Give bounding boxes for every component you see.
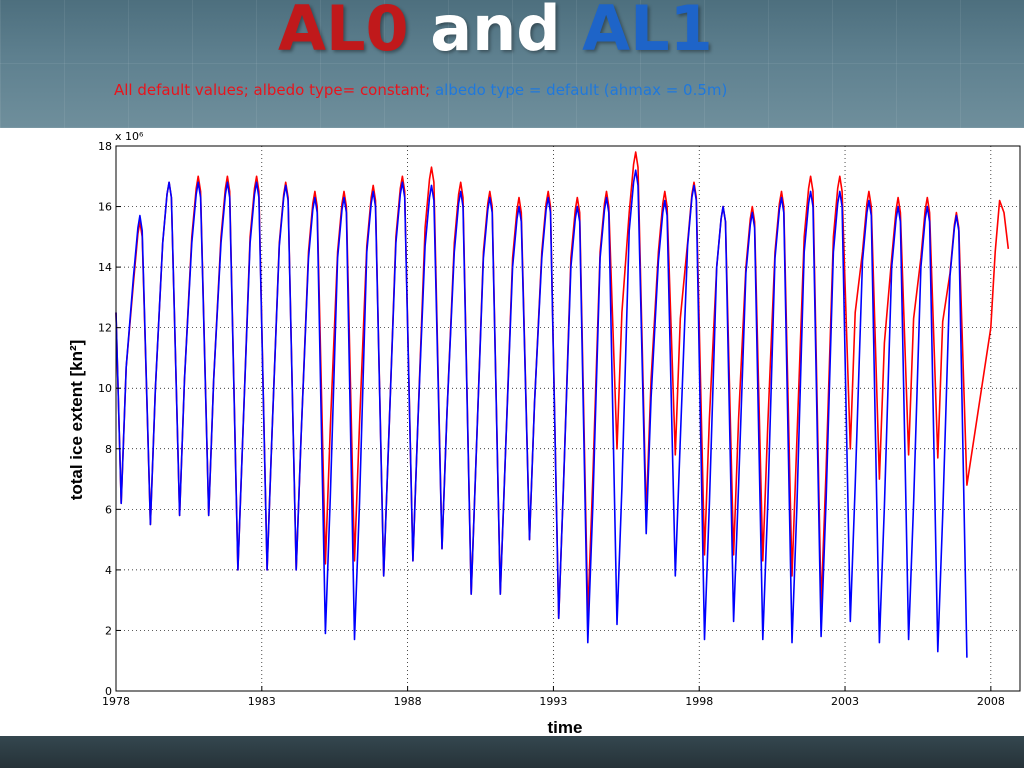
ice-extent-chart: 1978 1983 1988 1993 1998 2003 2008 0 2 4 6 8 10 12 14 1… — [67, 130, 1021, 736]
title-and: and — [408, 0, 583, 65]
x-tick-label: 1998 — [685, 695, 713, 708]
x-tick-label: 1983 — [248, 695, 276, 708]
slide-header: AL0 and AL1 All default values; albedo t… — [0, 0, 1024, 128]
x-tick-label: 2003 — [831, 695, 859, 708]
series-layer — [115, 151, 1010, 658]
grid-layer — [116, 146, 1020, 691]
series-line-1 — [115, 169, 968, 658]
tick-layer: 1978 1983 1988 1993 1998 2003 2008 0 2 4 6 8 10 12 14 1… — [98, 140, 1005, 708]
y-multiplier-label: x 10⁶ — [115, 130, 144, 143]
y-tick-label: 10 — [98, 382, 112, 395]
subtitle-al0-description: All default values; albedo type= constan… — [114, 81, 431, 99]
y-tick-label: 8 — [105, 443, 112, 456]
y-axis-label: total ice extent [kn²] — [67, 340, 86, 501]
x-axis-label: time — [548, 718, 583, 736]
header-texture — [0, 0, 1024, 128]
y-tick-label: 18 — [98, 140, 112, 153]
x-tick-label: 1993 — [539, 695, 567, 708]
plot-frame — [115, 145, 1021, 692]
y-tick-label: 0 — [105, 685, 112, 698]
x-tick-label: 1978 — [102, 695, 130, 708]
series-line-0 — [115, 151, 1010, 620]
y-tick-label: 2 — [105, 624, 112, 637]
title-al0: AL0 — [278, 0, 409, 65]
y-tick-label: 6 — [105, 503, 112, 516]
y-tick-label: 14 — [98, 261, 112, 274]
slide-title: AL0 and AL1 — [278, 0, 713, 66]
x-tick-label: 2008 — [977, 695, 1005, 708]
x-tick-label: 1988 — [394, 695, 422, 708]
y-tick-label: 4 — [105, 564, 112, 577]
slide-footer — [0, 736, 1024, 768]
title-al1: AL1 — [582, 0, 713, 65]
y-tick-label: 12 — [98, 322, 112, 335]
slide-subtitle: All default values; albedo type= constan… — [114, 80, 727, 100]
subtitle-al1-description: albedo type = default (ahmax = 0.5m) — [434, 81, 728, 99]
y-tick-label: 16 — [98, 201, 112, 214]
